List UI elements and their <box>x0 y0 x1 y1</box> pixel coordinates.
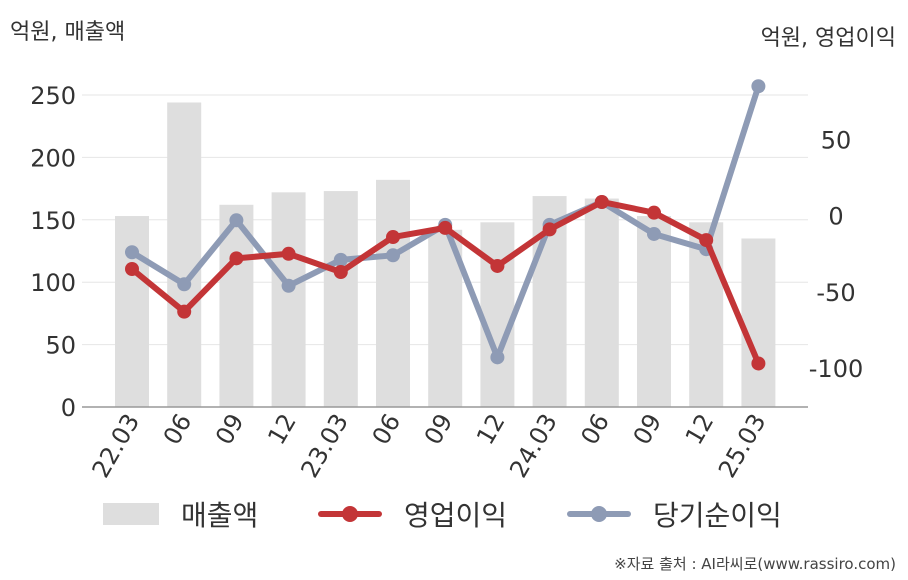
bar-sales <box>115 216 149 407</box>
point-operating-profit <box>438 220 453 235</box>
bar-sales <box>376 179 410 407</box>
point-operating-profit <box>751 356 766 371</box>
x-tick-label: 12 <box>471 409 511 449</box>
legend-item-net-income: 당기순이익 <box>567 492 782 536</box>
point-operating-profit <box>594 194 609 209</box>
legend-label-sales: 매출액 <box>181 499 259 532</box>
right-tick-label: -50 <box>816 279 855 307</box>
point-net-income <box>177 277 192 292</box>
legend-item-operating-profit: 영업이익 <box>318 492 507 536</box>
point-net-income <box>647 226 661 241</box>
left-tick-label: 150 <box>30 207 76 235</box>
bar-sales <box>637 216 671 407</box>
point-net-income <box>751 79 766 94</box>
point-operating-profit <box>281 246 296 261</box>
legend-swatch-operating-profit <box>318 503 382 525</box>
point-operating-profit <box>333 265 348 280</box>
right-tick-label: 0 <box>828 203 843 231</box>
x-tick-label: 06 <box>367 409 407 449</box>
right-tick-label: -100 <box>809 355 863 383</box>
left-axis-unit: 억원, 매출액 <box>10 20 126 45</box>
x-tick-label: 22.03 <box>87 409 146 483</box>
x-tick-label: 06 <box>575 409 615 449</box>
point-net-income <box>125 245 139 260</box>
x-tick-label: 24.03 <box>504 409 563 483</box>
bar-sales <box>271 192 306 407</box>
point-operating-profit <box>125 262 139 277</box>
left-tick-label: 0 <box>61 394 76 422</box>
x-tick-label: 09 <box>210 409 250 449</box>
point-net-income <box>333 252 348 267</box>
x-tick-label: 12 <box>262 409 302 449</box>
left-tick-label: 200 <box>30 144 76 172</box>
point-operating-profit <box>542 222 557 237</box>
point-operating-profit <box>699 233 714 248</box>
bar-sales <box>741 238 776 407</box>
x-tick-label: 23.03 <box>295 409 354 483</box>
point-net-income <box>281 278 296 293</box>
bar-sales <box>323 191 358 407</box>
bar-sales <box>167 102 202 408</box>
legend: 매출액 영업이익 당기순이익 <box>0 492 908 536</box>
legend-swatch-sales <box>103 503 159 525</box>
bar-sales <box>584 198 619 407</box>
x-tick-label: 06 <box>158 409 198 449</box>
x-tick-label: 25.03 <box>713 409 772 483</box>
right-axis-unit: 억원, 영업이익 <box>760 26 896 51</box>
point-operating-profit <box>647 205 661 220</box>
left-tick-label: 250 <box>30 82 76 110</box>
bar-sales <box>480 222 515 407</box>
point-operating-profit <box>490 258 505 273</box>
x-tick-label: 12 <box>680 409 720 449</box>
legend-label-net-income: 당기순이익 <box>653 499 782 532</box>
point-net-income <box>386 248 400 263</box>
right-tick-label: 50 <box>821 127 852 155</box>
point-operating-profit <box>229 251 244 266</box>
point-net-income <box>490 350 505 365</box>
x-tick-label: 09 <box>628 409 668 449</box>
legend-item-sales: 매출액 <box>103 492 258 536</box>
x-tick-label: 09 <box>419 409 459 449</box>
legend-label-operating-profit: 영업이익 <box>404 499 508 532</box>
point-operating-profit <box>177 304 192 319</box>
source-note: ※자료 출처 : AI라씨로(www.rassiro.com) <box>614 555 896 573</box>
point-operating-profit <box>386 230 400 245</box>
left-tick-label: 50 <box>45 332 76 360</box>
left-tick-label: 100 <box>30 269 76 297</box>
legend-swatch-net-income <box>567 503 631 525</box>
point-net-income <box>229 213 244 228</box>
